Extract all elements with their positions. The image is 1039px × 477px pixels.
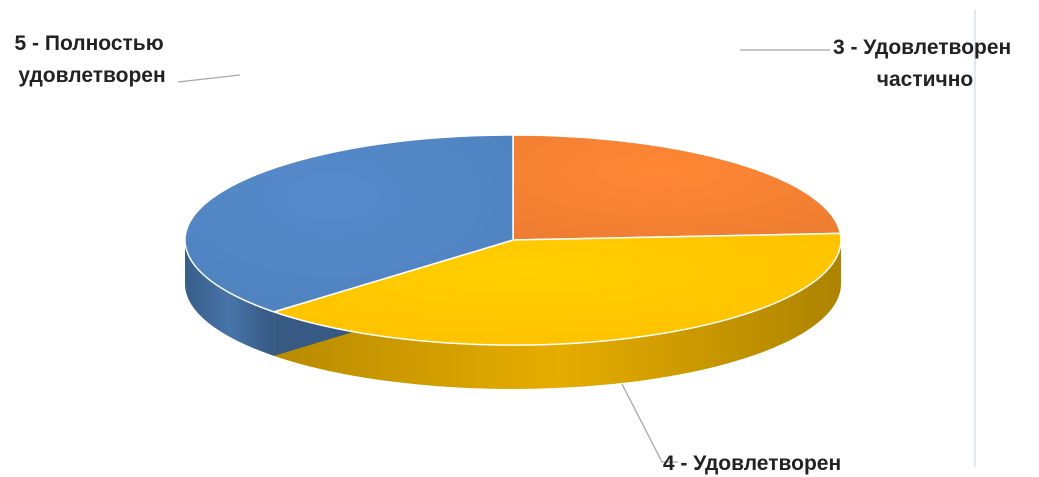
slice-label-5-polnostyu-udovletvoren: 5 - Полностью удовлетворен bbox=[15, 32, 170, 87]
leader-lines bbox=[177, 49, 830, 463]
pie-slice-3-удовлетворен bbox=[512, 134, 842, 241]
slice-label-5-line-2: удовлетворен bbox=[18, 64, 165, 87]
leader-line-4 bbox=[621, 383, 678, 463]
slice-label-3-udovletvoren-chastichno: 3 - Удовлетворен частично bbox=[833, 36, 1017, 91]
pie-slice-5-полностью bbox=[184, 134, 514, 313]
pie-slice-side-4-удовлетворен bbox=[273, 240, 841, 389]
slice-label-3-line-1: 3 - Удовлетворен bbox=[833, 36, 1011, 59]
pie-tops bbox=[184, 134, 842, 346]
slice-label-5-line-1: 5 - Полностью bbox=[15, 32, 164, 55]
slice-label-4-line-1: 4 - Удовлетворен bbox=[663, 452, 841, 475]
slice-label-4-udovletvoren: 4 - Удовлетворен bbox=[663, 452, 841, 475]
pie-slice-side-5-полностью bbox=[185, 240, 274, 356]
slice-label-3-line-2: частично bbox=[877, 68, 973, 91]
leader-line-5 bbox=[177, 74, 241, 83]
pie-slice-4-удовлетворен bbox=[273, 232, 842, 346]
